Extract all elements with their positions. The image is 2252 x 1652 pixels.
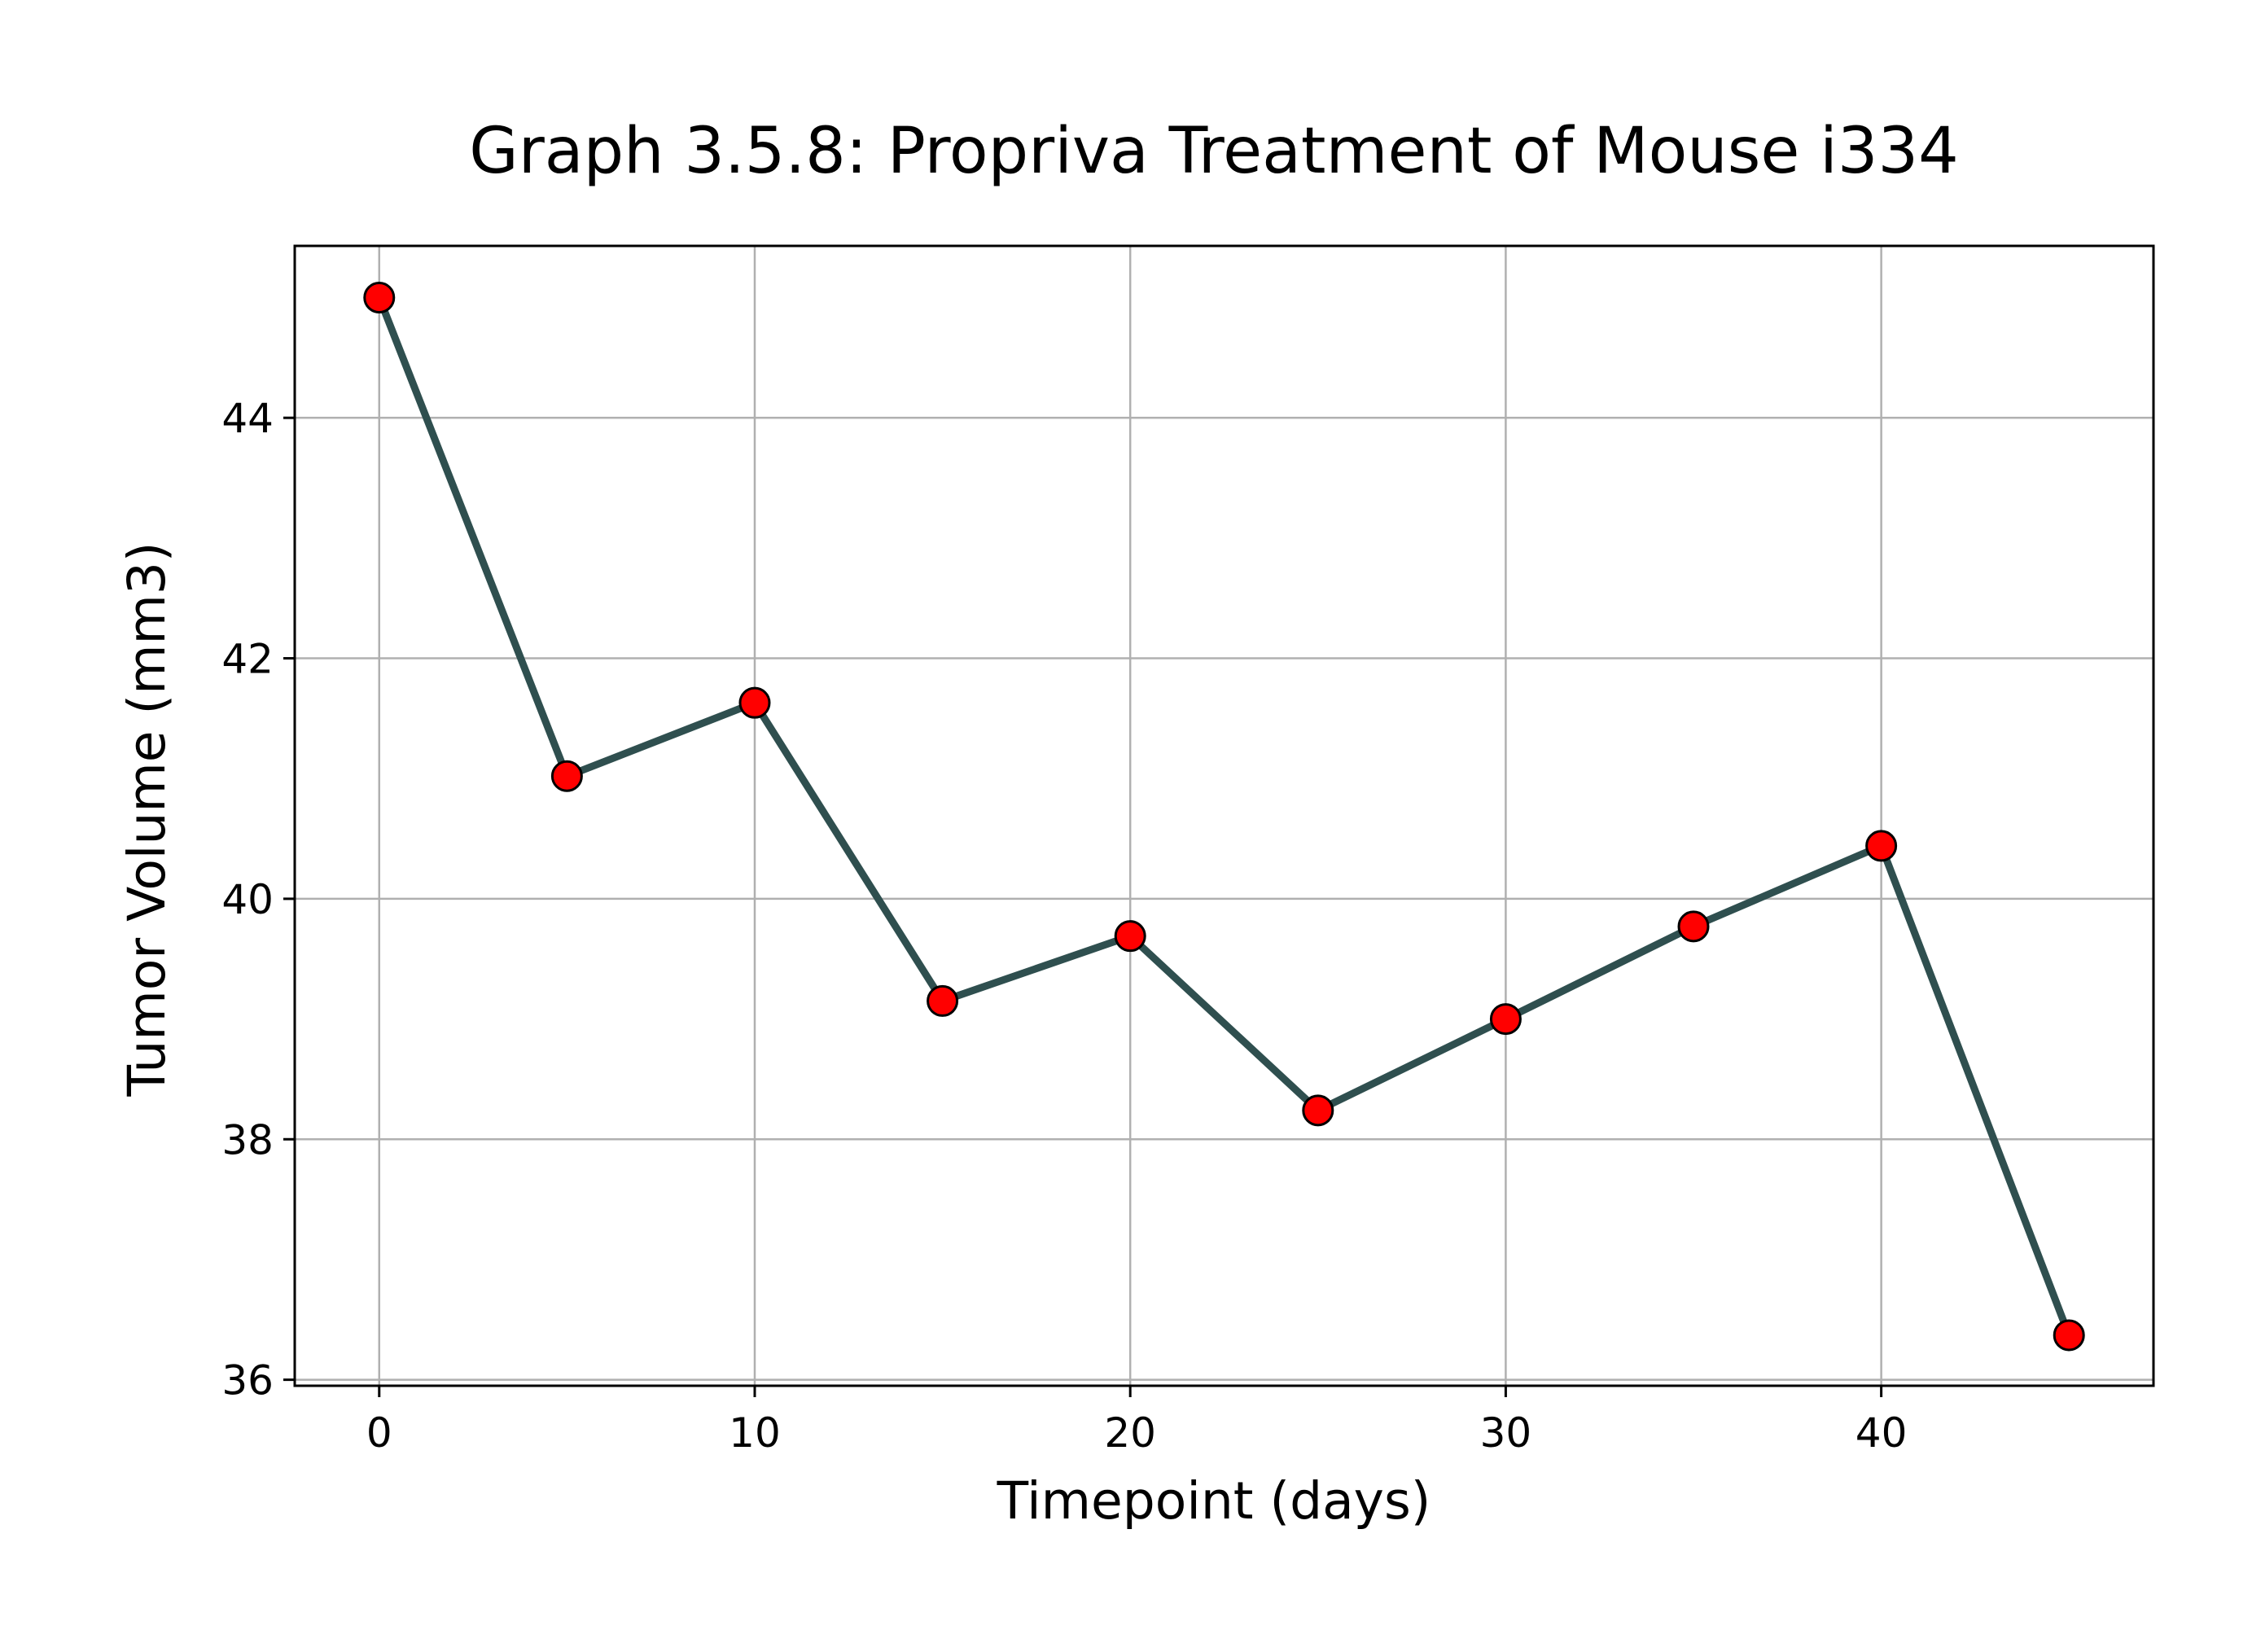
data-point	[550, 760, 583, 792]
x-tick-label: 10	[729, 1409, 781, 1457]
y-tick-label: 42	[221, 636, 274, 683]
x-axis-ticks: 0 10 20 30 40	[366, 1386, 1908, 1457]
x-tick-label: 40	[1855, 1409, 1908, 1457]
data-point	[927, 984, 959, 1017]
y-tick-label: 40	[221, 876, 274, 923]
y-tick-label: 44	[221, 395, 274, 442]
y-axis-label: Tumor Volume (mm3)	[117, 541, 177, 1097]
data-point	[738, 686, 771, 719]
y-axis-ticks: 36 38 40 42 44	[221, 395, 295, 1404]
x-tick-label: 30	[1480, 1409, 1532, 1457]
y-tick-label: 36	[221, 1357, 274, 1404]
grid-lines	[295, 246, 2153, 1386]
data-point	[1865, 830, 1898, 862]
x-tick-label: 0	[366, 1409, 392, 1457]
chart-title: Graph 3.5.8: Propriva Treatment of Mouse…	[469, 115, 1958, 188]
y-tick-label: 38	[221, 1116, 274, 1163]
series-line	[375, 296, 2073, 1337]
data-point	[1302, 1094, 1334, 1127]
x-tick-label: 20	[1104, 1409, 1156, 1457]
series-layer	[363, 282, 2085, 1352]
data-point	[1677, 910, 1710, 943]
plot-area-frame	[293, 244, 2155, 1387]
data-point	[2053, 1319, 2085, 1352]
data-point	[1489, 1003, 1522, 1036]
data-point	[1114, 920, 1146, 953]
data-point	[363, 282, 396, 314]
x-axis-label: Timepoint (days)	[997, 1471, 1431, 1531]
